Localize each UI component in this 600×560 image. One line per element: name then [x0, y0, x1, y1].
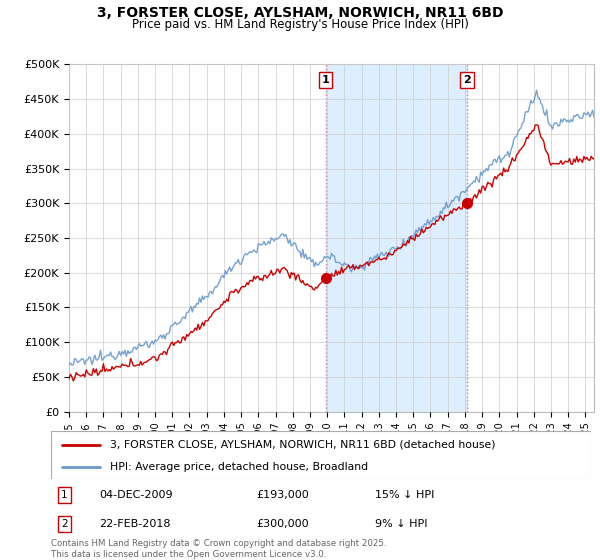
Text: 3, FORSTER CLOSE, AYLSHAM, NORWICH, NR11 6BD: 3, FORSTER CLOSE, AYLSHAM, NORWICH, NR11…	[97, 6, 503, 20]
Text: 2: 2	[463, 75, 471, 85]
Text: Contains HM Land Registry data © Crown copyright and database right 2025.
This d: Contains HM Land Registry data © Crown c…	[51, 539, 386, 559]
Text: 1: 1	[61, 489, 68, 500]
Text: 04-DEC-2009: 04-DEC-2009	[100, 489, 173, 500]
Bar	[326, 64, 467, 412]
Text: HPI: Average price, detached house, Broadland: HPI: Average price, detached house, Broa…	[110, 462, 368, 472]
Text: £300,000: £300,000	[256, 519, 309, 529]
Text: Price paid vs. HM Land Registry's House Price Index (HPI): Price paid vs. HM Land Registry's House …	[131, 18, 469, 31]
Text: 9% ↓ HPI: 9% ↓ HPI	[375, 519, 427, 529]
Text: £193,000: £193,000	[256, 489, 309, 500]
FancyBboxPatch shape	[51, 431, 591, 479]
Text: 15% ↓ HPI: 15% ↓ HPI	[375, 489, 434, 500]
Text: 2: 2	[61, 519, 68, 529]
Text: 1: 1	[322, 75, 329, 85]
Text: 3, FORSTER CLOSE, AYLSHAM, NORWICH, NR11 6BD (detached house): 3, FORSTER CLOSE, AYLSHAM, NORWICH, NR11…	[110, 440, 496, 450]
Text: 22-FEB-2018: 22-FEB-2018	[100, 519, 171, 529]
